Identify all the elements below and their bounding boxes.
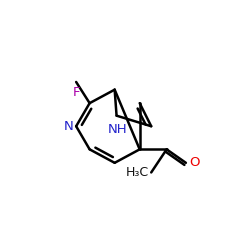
Text: N: N bbox=[64, 120, 73, 133]
Text: H₃C: H₃C bbox=[126, 166, 149, 179]
Text: O: O bbox=[189, 156, 199, 169]
Text: NH: NH bbox=[108, 123, 127, 136]
Text: F: F bbox=[72, 86, 80, 99]
